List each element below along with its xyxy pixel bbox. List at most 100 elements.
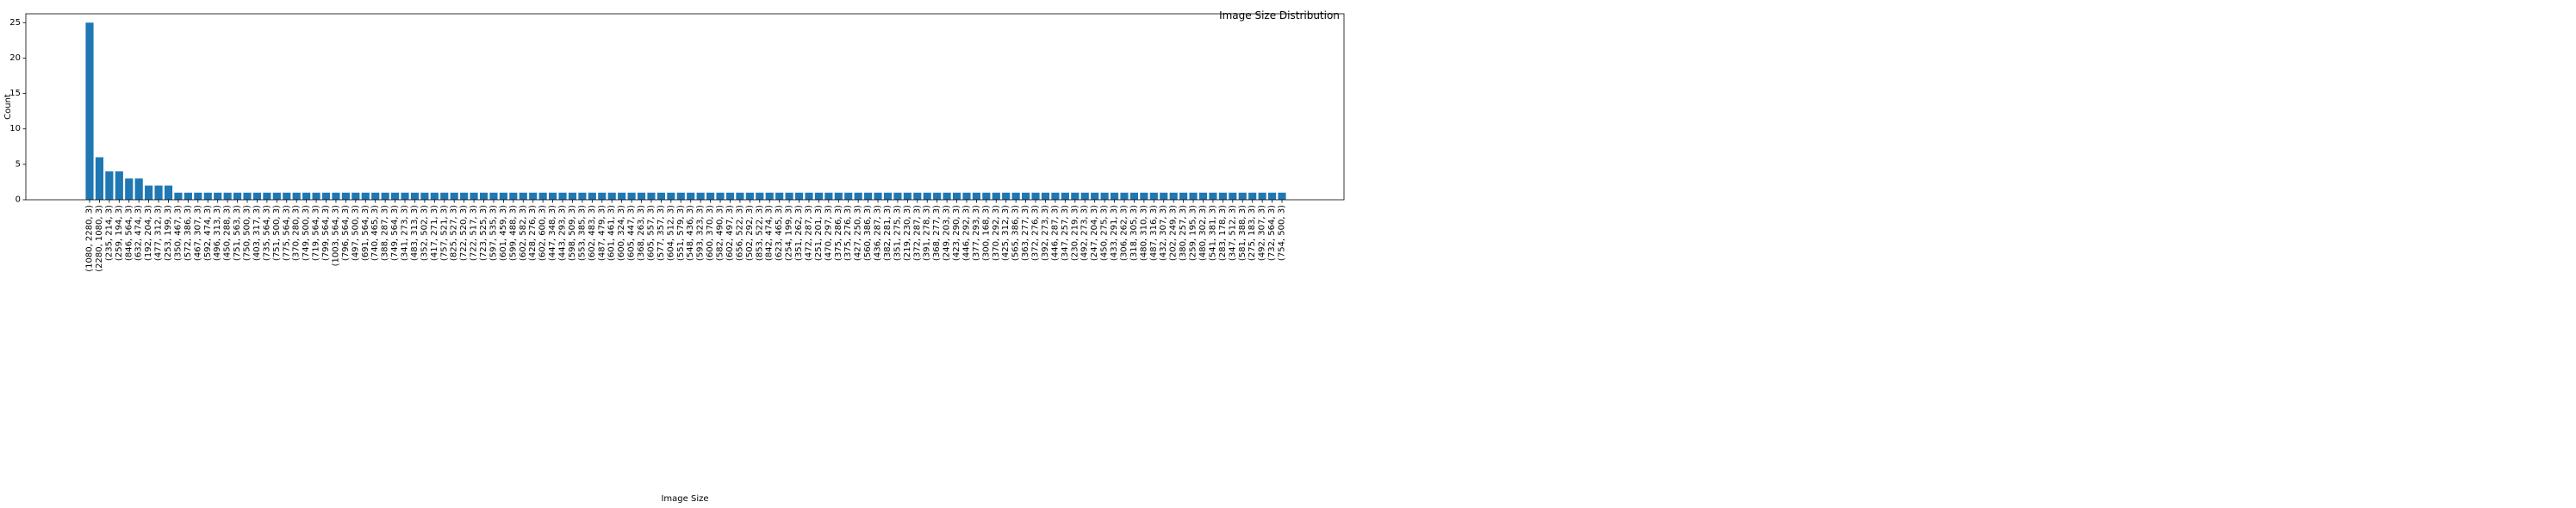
x-tick-label: (436, 287, 3) [874, 205, 883, 261]
bar [519, 192, 527, 200]
bar [952, 192, 961, 200]
x-tick-label: (417, 271, 3) [430, 205, 439, 261]
x-tick-label: (423, 290, 3) [952, 205, 961, 261]
x-tick-label: (2280, 1080, 3) [95, 205, 104, 272]
x-tick-label: (403, 317, 3) [252, 205, 262, 261]
bar [194, 192, 202, 200]
x-tick-label: (496, 313, 3) [213, 205, 222, 261]
x-tick-label: (842, 474, 3) [765, 205, 775, 261]
bar [509, 192, 518, 200]
x-tick-label: (1080, 2280, 3) [85, 205, 95, 272]
bar [962, 192, 971, 200]
bar [203, 192, 212, 200]
x-tick-label: (632, 474, 3) [134, 205, 144, 261]
bar [381, 192, 389, 200]
x-tick-label: (275, 183, 3) [1248, 205, 1257, 261]
bar [893, 192, 902, 200]
y-axis-label: Count [3, 94, 13, 120]
bar [391, 192, 400, 200]
bar [529, 192, 538, 200]
bars-group [85, 22, 1286, 200]
bar [598, 192, 607, 200]
bar [972, 192, 980, 200]
bar [1267, 192, 1277, 200]
x-tick-label: (470, 297, 3) [824, 205, 833, 261]
x-tick-label: (392, 273, 3) [1041, 205, 1050, 261]
bar [1120, 192, 1129, 200]
bar [913, 192, 922, 200]
bar [834, 192, 843, 200]
bar [1002, 192, 1011, 200]
bar [578, 192, 587, 200]
x-tick-label: (432, 307, 3) [1159, 205, 1168, 261]
x-tick-label: (592, 474, 3) [203, 205, 213, 261]
x-tick-label: (447, 348, 3) [548, 205, 557, 261]
x-tick-label: (502, 292, 3) [745, 205, 755, 261]
bar [745, 192, 754, 200]
x-tick-label: (487, 479, 3) [597, 205, 607, 261]
bar [538, 192, 547, 200]
y-tick-label: 20 [9, 53, 21, 63]
bar [85, 22, 94, 200]
x-tick-label: (853, 522, 3) [755, 205, 764, 261]
x-tick-label: (368, 263, 3) [637, 205, 646, 261]
bar [272, 192, 281, 200]
x-tick-label: (235, 214, 3) [104, 205, 114, 261]
x-tick-label: (352, 502, 3) [420, 205, 429, 261]
bar [1218, 192, 1227, 200]
x-tick-label: (749, 564, 3) [390, 205, 400, 261]
x-tick-label: (548, 436, 3) [686, 205, 695, 261]
x-tick-label: (372, 276, 3) [1031, 205, 1041, 261]
x-tick-label: (433, 291, 3) [1110, 205, 1119, 261]
bar [95, 157, 104, 200]
x-tick-label: (602, 497, 3) [725, 205, 735, 261]
bar [607, 192, 616, 200]
x-tick-label: (750, 500, 3) [243, 205, 252, 261]
x-tick-label: (754, 500, 3) [1278, 205, 1287, 261]
bar [499, 192, 507, 200]
bar [1071, 192, 1080, 200]
x-tick-label: (597, 535, 3) [488, 205, 498, 261]
x-tick-label: (560, 386, 3) [863, 205, 873, 261]
x-axis-ticks: (1080, 2280, 3) (2280, 1080, 3) (235, 214,… [85, 200, 1287, 272]
bar [145, 185, 153, 200]
bar [341, 192, 350, 200]
x-tick-label: (251, 201, 3) [814, 205, 824, 261]
x-tick-label: (492, 273, 3) [1080, 205, 1090, 261]
bar [1238, 192, 1247, 200]
x-tick-label: (600, 324, 3) [617, 205, 626, 261]
bar [489, 192, 498, 200]
x-tick-label: (306, 262, 3) [1119, 205, 1129, 261]
x-tick-label: (467, 307, 3) [193, 205, 202, 261]
x-tick-label: (691, 564, 3) [361, 205, 370, 261]
x-tick-label: (443, 293, 3) [558, 205, 568, 261]
bar [134, 178, 143, 200]
x-tick-label: (370, 292, 3) [992, 205, 1001, 261]
x-tick-label: (318, 305, 3) [1129, 205, 1139, 261]
x-tick-label: (341, 273, 3) [401, 205, 410, 261]
bar [105, 171, 114, 200]
x-tick-label: (1003, 564, 3) [331, 205, 340, 267]
bar [283, 192, 291, 200]
x-tick-label: (300, 168, 3) [981, 205, 991, 261]
x-tick-label: (846, 564, 3) [124, 205, 134, 261]
bar [174, 192, 183, 200]
x-tick-label: (350, 467, 3) [173, 205, 183, 261]
bar [588, 192, 596, 200]
bar [805, 192, 813, 200]
bar [1091, 192, 1099, 200]
x-tick-label: (219, 230, 3) [903, 205, 912, 261]
x-tick-label: (775, 564, 3) [282, 205, 291, 261]
x-tick-label: (719, 564, 3) [312, 205, 321, 261]
x-tick-label: (572, 386, 3) [184, 205, 193, 261]
x-tick-label: (757, 521, 3) [439, 205, 449, 261]
x-tick-label: (351, 275, 3) [893, 205, 902, 261]
x-tick-label: (446, 287, 3) [1050, 205, 1060, 261]
x-tick-label: (347, 512, 3) [1228, 205, 1237, 261]
bar [263, 192, 271, 200]
x-tick-label: (480, 310, 3) [1139, 205, 1148, 261]
bar [933, 192, 942, 200]
y-tick-label: 15 [9, 89, 21, 98]
x-tick-label: (427, 250, 3) [854, 205, 863, 261]
plot-area-frame [25, 13, 1345, 201]
